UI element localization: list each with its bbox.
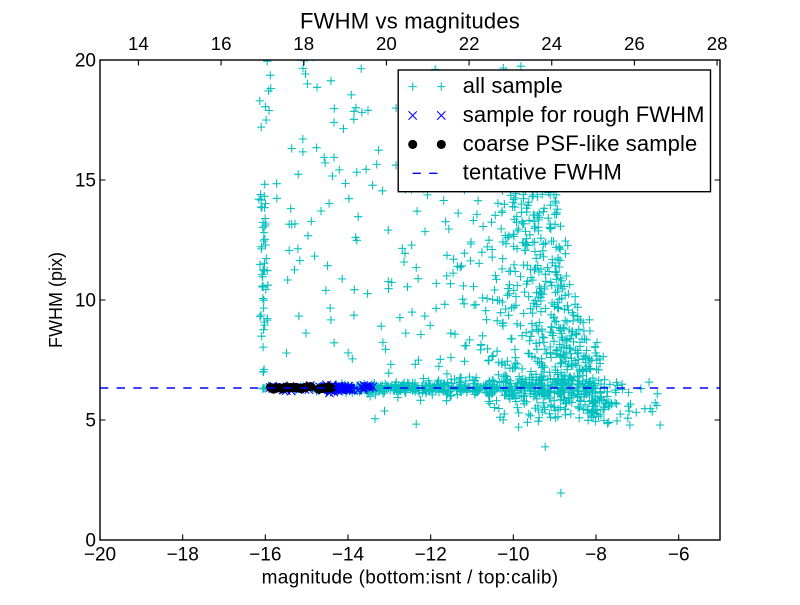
svg-text:24: 24 <box>541 33 562 54</box>
svg-text:5: 5 <box>85 410 96 431</box>
svg-text:10: 10 <box>75 290 96 311</box>
svg-text:−20: −20 <box>84 544 116 565</box>
svg-text:15: 15 <box>75 170 96 191</box>
svg-text:22: 22 <box>459 33 480 54</box>
svg-text:magnitude (bottom:isnt / top:c: magnitude (bottom:isnt / top:calib) <box>262 568 559 589</box>
svg-text:−14: −14 <box>332 544 365 565</box>
svg-text:−6: −6 <box>668 544 690 565</box>
svg-text:18: 18 <box>293 33 314 54</box>
svg-text:−16: −16 <box>249 544 281 565</box>
svg-text:tentative FWHM: tentative FWHM <box>463 160 622 185</box>
svg-text:−8: −8 <box>585 544 607 565</box>
svg-text:20: 20 <box>75 50 96 71</box>
svg-text:14: 14 <box>128 33 149 54</box>
svg-text:sample for rough FWHM: sample for rough FWHM <box>463 102 705 127</box>
svg-text:0: 0 <box>85 530 96 551</box>
svg-text:26: 26 <box>624 33 645 54</box>
svg-text:FWHM (pix): FWHM (pix) <box>46 252 66 348</box>
svg-text:−12: −12 <box>415 544 447 565</box>
svg-text:−18: −18 <box>167 544 199 565</box>
svg-text:20: 20 <box>376 33 397 54</box>
svg-text:FWHM vs magnitudes: FWHM vs magnitudes <box>300 9 520 34</box>
svg-text:all sample: all sample <box>463 73 563 98</box>
svg-text:−10: −10 <box>497 544 529 565</box>
svg-text:coarse PSF-like sample: coarse PSF-like sample <box>463 131 698 156</box>
svg-text:28: 28 <box>707 33 728 54</box>
svg-text:16: 16 <box>211 33 232 54</box>
